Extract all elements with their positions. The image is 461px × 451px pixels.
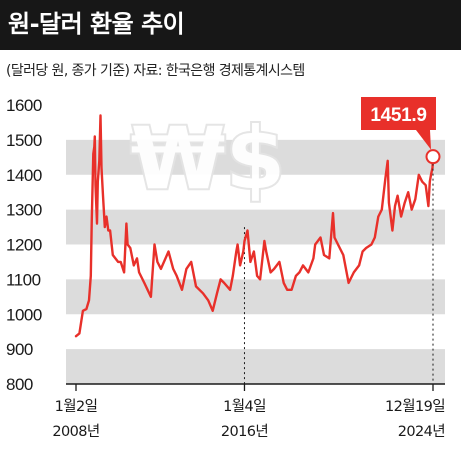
grid-band	[66, 349, 445, 384]
x-axis: 1월2일 2008년 1월4일 2016년 12월19일 2024년	[52, 384, 446, 440]
y-tick-label: 1100	[6, 270, 41, 289]
y-tick-label: 1600	[6, 96, 42, 115]
x-tick-label: 1월2일	[55, 398, 98, 415]
y-tick-label: 1200	[6, 236, 42, 255]
callout-box	[361, 97, 436, 130]
chart-title: 원-달러 환율 추이	[8, 10, 185, 38]
chart-subtitle: (달러당 원, 종가 기준) 자료: 한국은행 경제통계시스템	[6, 63, 305, 79]
series-line-usd-krw	[74, 114, 435, 338]
latest-value-callout: 1451.9	[361, 97, 441, 384]
y-tick-label: 1500	[6, 131, 42, 150]
y-tick-label: 800	[6, 375, 33, 394]
callout-value-label: 1451.9	[370, 105, 426, 126]
background-bands	[66, 139, 445, 384]
y-tick-label: 1300	[6, 201, 42, 220]
won-dollar-watermark: ₩$	[131, 109, 286, 209]
grid-band	[66, 139, 445, 175]
y-axis: 800 900 1000 1100 1200 1300 1400 1500 1600	[6, 96, 42, 394]
y-tick-label: 1400	[6, 166, 42, 185]
latest-value-marker	[425, 149, 441, 165]
x-tick-label: 12월19일	[385, 398, 445, 415]
x-tick-year-label: 2024년	[398, 423, 445, 440]
y-tick-label: 900	[6, 340, 33, 359]
grid-band	[66, 279, 445, 315]
grid-band	[66, 209, 445, 245]
y-tick-label: 1000	[6, 305, 42, 324]
x-tick-year-label: 2008년	[52, 423, 99, 440]
callout-pointer	[416, 130, 431, 150]
x-tick-label: 1월4일	[223, 398, 266, 415]
x-tick-year-label: 2016년	[221, 423, 268, 440]
title-bar: 원-달러 환율 추이	[0, 0, 461, 50]
